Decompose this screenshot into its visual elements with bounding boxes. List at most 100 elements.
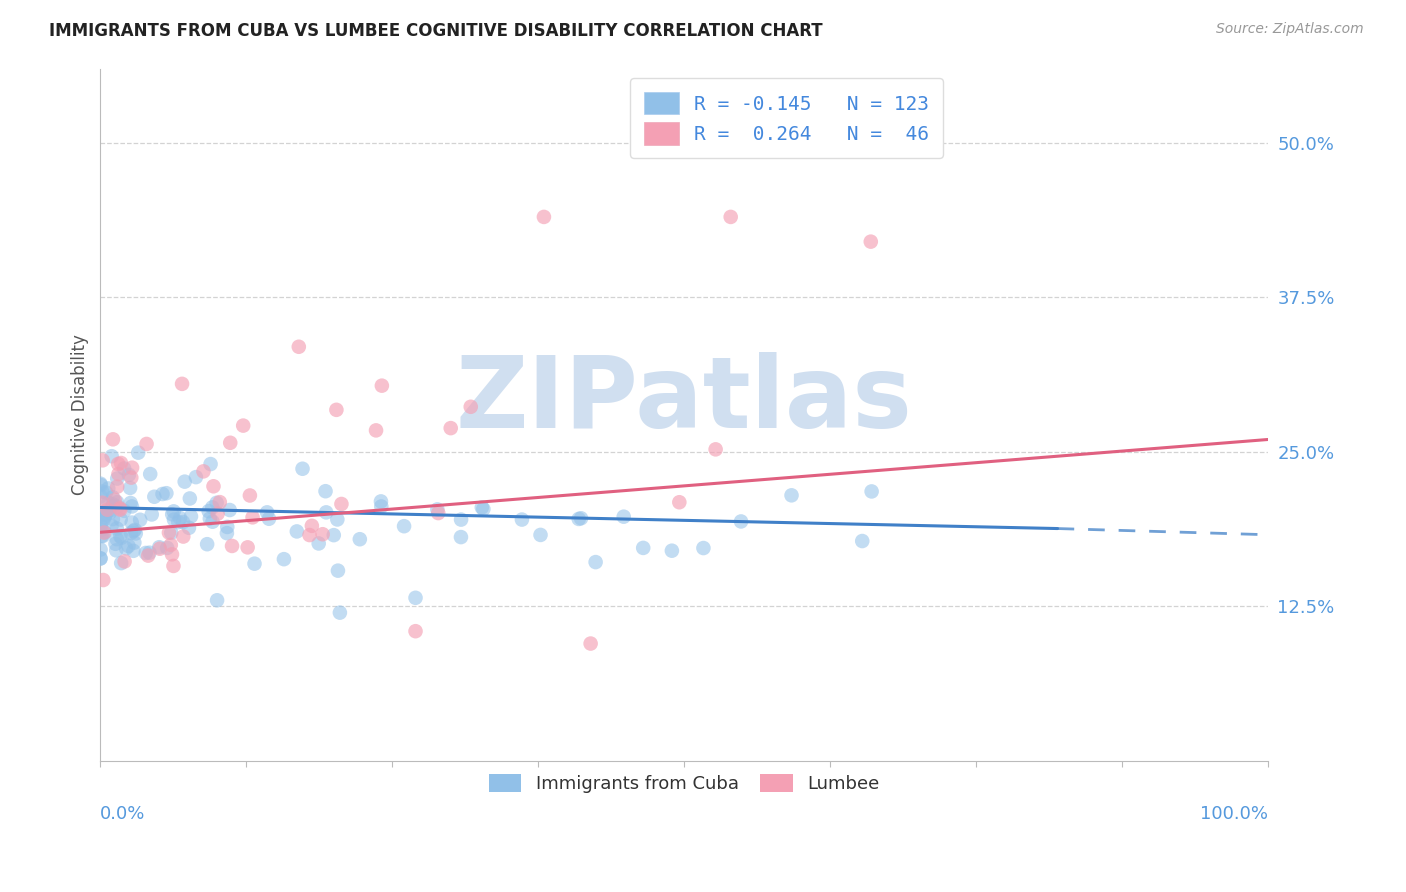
Point [179, 491, 201, 506]
Point [105, 500, 128, 514]
Point [89, 517, 111, 532]
Point [364, 423, 387, 437]
Point [152, 487, 174, 501]
Point [108, 501, 131, 516]
Legend: Immigrants from Cuba, Lumbee: Immigrants from Cuba, Lumbee [481, 767, 887, 800]
Point [124, 523, 146, 537]
Point [568, 512, 591, 526]
Point [173, 475, 195, 489]
Point [202, 479, 225, 493]
Point [349, 533, 371, 547]
Point [177, 521, 200, 535]
Point [112, 461, 135, 475]
Point [163, 513, 186, 527]
Point [613, 509, 636, 524]
Point [426, 502, 449, 516]
Point [221, 539, 243, 553]
Point [90, 542, 112, 557]
Point [112, 504, 135, 518]
Point [780, 488, 803, 502]
Point [104, 492, 127, 507]
Point [105, 472, 128, 486]
Point [90, 478, 112, 492]
Point [122, 524, 145, 538]
Point [208, 495, 231, 509]
Point [136, 549, 159, 563]
Point [160, 547, 183, 561]
Point [405, 591, 427, 605]
Point [101, 497, 124, 511]
Point [127, 445, 149, 459]
Point [440, 421, 463, 435]
Point [104, 537, 127, 551]
Point [471, 500, 494, 515]
Point [124, 535, 146, 549]
Point [160, 508, 183, 522]
Point [149, 541, 172, 556]
Point [172, 515, 194, 529]
Text: ZIPatlas: ZIPatlas [456, 352, 912, 450]
Point [427, 506, 450, 520]
Point [315, 505, 337, 519]
Point [91, 529, 114, 543]
Point [315, 484, 337, 499]
Point [450, 513, 472, 527]
Point [257, 512, 280, 526]
Point [98, 504, 121, 518]
Point [101, 433, 124, 447]
Point [329, 606, 352, 620]
Point [326, 512, 349, 526]
Point [90, 529, 112, 543]
Point [529, 528, 551, 542]
Point [139, 467, 162, 481]
Point [291, 462, 314, 476]
Point [370, 500, 392, 514]
Point [97, 482, 120, 496]
Point [108, 529, 131, 543]
Point [311, 527, 333, 541]
Point [219, 435, 242, 450]
Point [156, 541, 179, 555]
Point [105, 495, 128, 509]
Point [114, 554, 136, 568]
Point [143, 490, 166, 504]
Point [692, 541, 714, 555]
Point [180, 509, 202, 524]
Point [322, 528, 344, 542]
Point [167, 515, 190, 529]
Point [288, 340, 311, 354]
Point [201, 500, 224, 515]
Point [91, 453, 114, 467]
Point [120, 496, 142, 510]
Point [100, 518, 122, 533]
Point [330, 497, 353, 511]
Point [157, 525, 180, 540]
Point [89, 505, 111, 519]
Point [93, 525, 115, 540]
Point [163, 504, 186, 518]
Point [195, 537, 218, 551]
Point [148, 540, 170, 554]
Point [91, 496, 114, 510]
Point [122, 544, 145, 558]
Point [90, 508, 112, 522]
Point [193, 464, 215, 478]
Point [110, 456, 132, 470]
Point [110, 512, 132, 526]
Point [460, 400, 482, 414]
Point [242, 510, 264, 524]
Point [89, 551, 111, 566]
Point [720, 210, 742, 224]
Point [98, 506, 121, 520]
Point [101, 500, 124, 514]
Point [370, 494, 392, 508]
Point [97, 496, 120, 510]
Point [859, 235, 882, 249]
Point [169, 511, 191, 525]
Point [101, 512, 124, 526]
Point [308, 536, 330, 550]
Point [860, 484, 883, 499]
Point [120, 481, 142, 495]
Point [205, 496, 228, 510]
Point [160, 525, 183, 540]
